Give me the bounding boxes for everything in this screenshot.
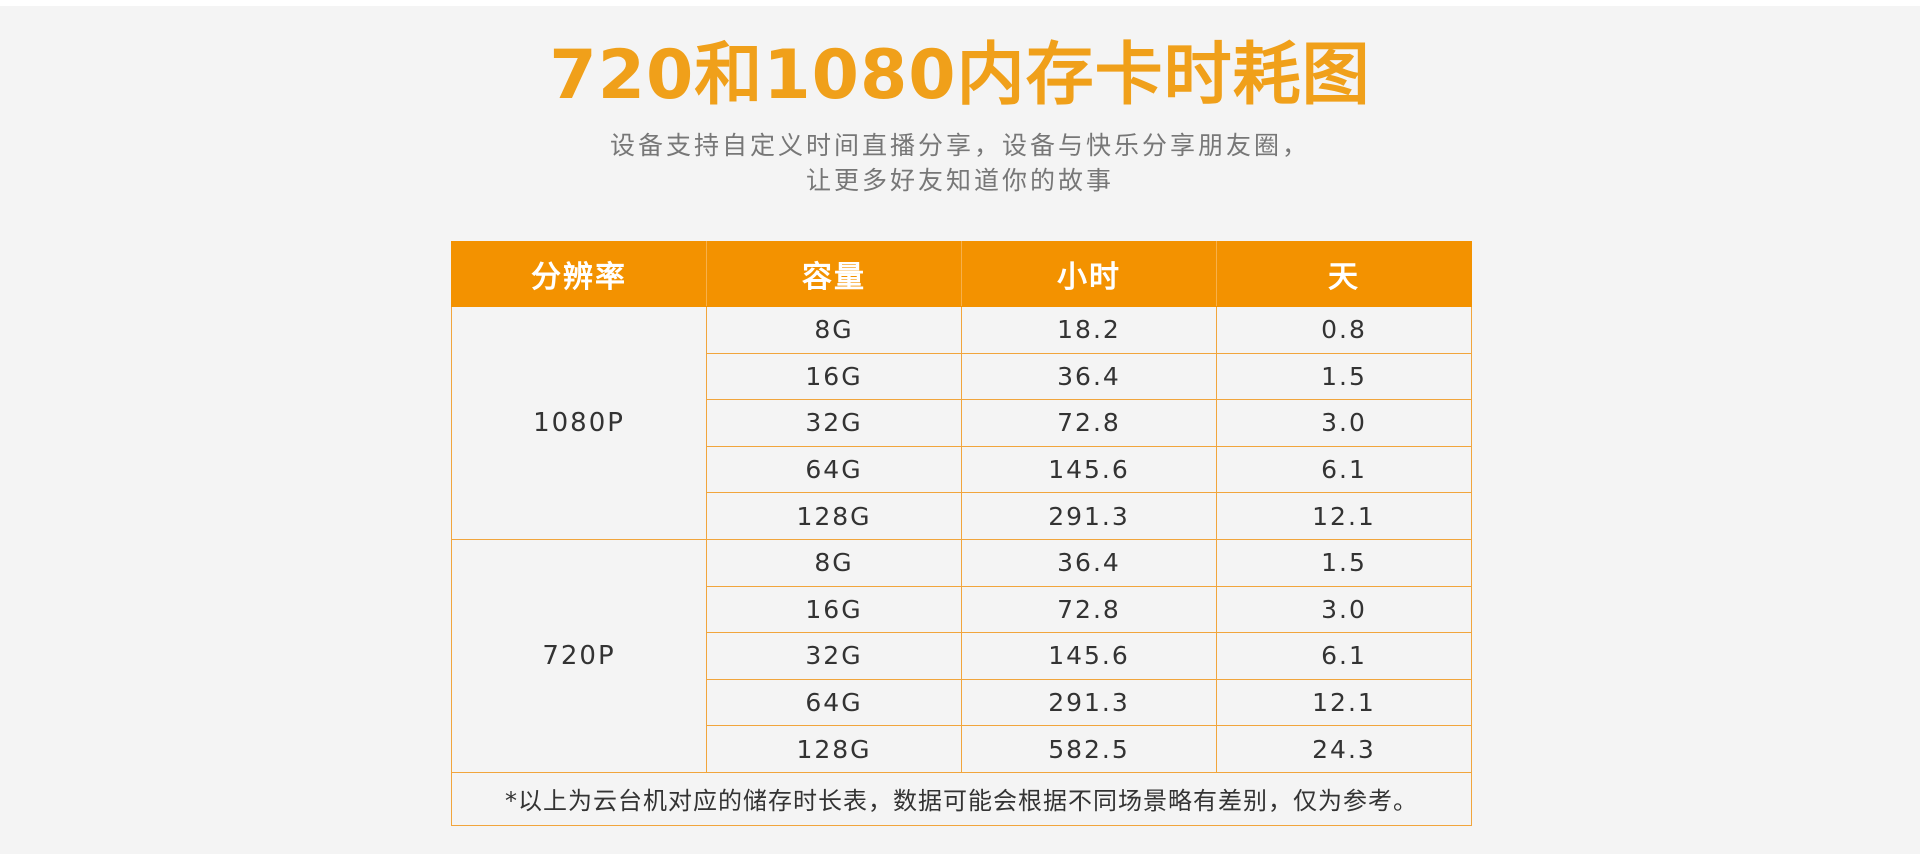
capacity-cell: 16G (706, 585, 962, 634)
hours-cell: 291.3 (961, 492, 1217, 540)
table-row: 1080P 8G 18.2 0.8 (451, 306, 1472, 540)
hours-cell: 72.8 (961, 585, 1217, 634)
capacity-cell: 64G (706, 678, 962, 727)
capacity-cell: 32G (706, 632, 962, 680)
subtitle-line-2: 让更多好友知道你的故事 (805, 166, 1114, 195)
header-days: 天 (1216, 241, 1472, 307)
table-header-row: 分辨率 容量 小时 天 (451, 241, 1472, 307)
capacity-cell: 8G (706, 538, 962, 587)
storage-time-table: 分辨率 容量 小时 天 1080P 8G 18.2 0.8 16G 36.4 1… (451, 241, 1472, 826)
hours-cell: 36.4 (961, 352, 1217, 401)
days-cell: 0.8 (1216, 306, 1472, 354)
table-row: 128G 582.5 24.3 (452, 725, 1472, 773)
page-subtitle: 设备支持自定义时间直播分享，设备与快乐分享朋友圈， 让更多好友知道你的故事 (0, 128, 1920, 198)
table-row: 32G 145.6 6.1 (452, 632, 1472, 680)
hours-cell: 291.3 (961, 678, 1217, 727)
page-title: 720和1080内存卡时耗图 (549, 36, 1371, 115)
table-row: 16G 36.4 1.5 (452, 352, 1472, 401)
table-row: 16G 72.8 3.0 (452, 585, 1472, 634)
resolution-cell: 720P (451, 538, 707, 773)
subtitle-line-1: 设备支持自定义时间直播分享，设备与快乐分享朋友圈， (609, 131, 1310, 160)
days-cell: 12.1 (1216, 678, 1472, 727)
capacity-cell: 32G (706, 399, 962, 447)
header-capacity: 容量 (706, 241, 962, 307)
days-cell: 3.0 (1216, 399, 1472, 447)
days-cell: 12.1 (1216, 492, 1472, 540)
capacity-cell: 128G (706, 725, 962, 773)
days-cell: 6.1 (1216, 632, 1472, 680)
header-resolution: 分辨率 (451, 241, 707, 307)
capacity-cell: 16G (706, 352, 962, 401)
days-cell: 24.3 (1216, 725, 1472, 773)
days-cell: 1.5 (1216, 538, 1472, 587)
days-cell: 3.0 (1216, 585, 1472, 634)
hours-cell: 582.5 (961, 725, 1217, 773)
table-row: 720P 8G 36.4 1.5 (451, 538, 1472, 773)
table-row: 64G 291.3 12.1 (452, 678, 1472, 727)
table-footnote: *以上为云台机对应的储存时长表，数据可能会根据不同场景略有差别，仅为参考。 (451, 771, 1472, 826)
table-note-row: *以上为云台机对应的储存时长表，数据可能会根据不同场景略有差别，仅为参考。 (451, 771, 1472, 826)
capacity-cell: 64G (706, 445, 962, 494)
days-cell: 1.5 (1216, 352, 1472, 401)
table-row: 128G 291.3 12.1 (452, 492, 1472, 540)
hours-cell: 18.2 (961, 306, 1217, 354)
resolution-cell: 1080P (451, 306, 707, 540)
hours-cell: 145.6 (961, 445, 1217, 494)
days-cell: 6.1 (1216, 445, 1472, 494)
hours-cell: 36.4 (961, 538, 1217, 587)
capacity-cell: 128G (706, 492, 962, 540)
hours-cell: 72.8 (961, 399, 1217, 447)
top-rule (0, 0, 1920, 6)
hours-cell: 145.6 (961, 632, 1217, 680)
capacity-cell: 8G (706, 306, 962, 354)
header-hours: 小时 (961, 241, 1217, 307)
